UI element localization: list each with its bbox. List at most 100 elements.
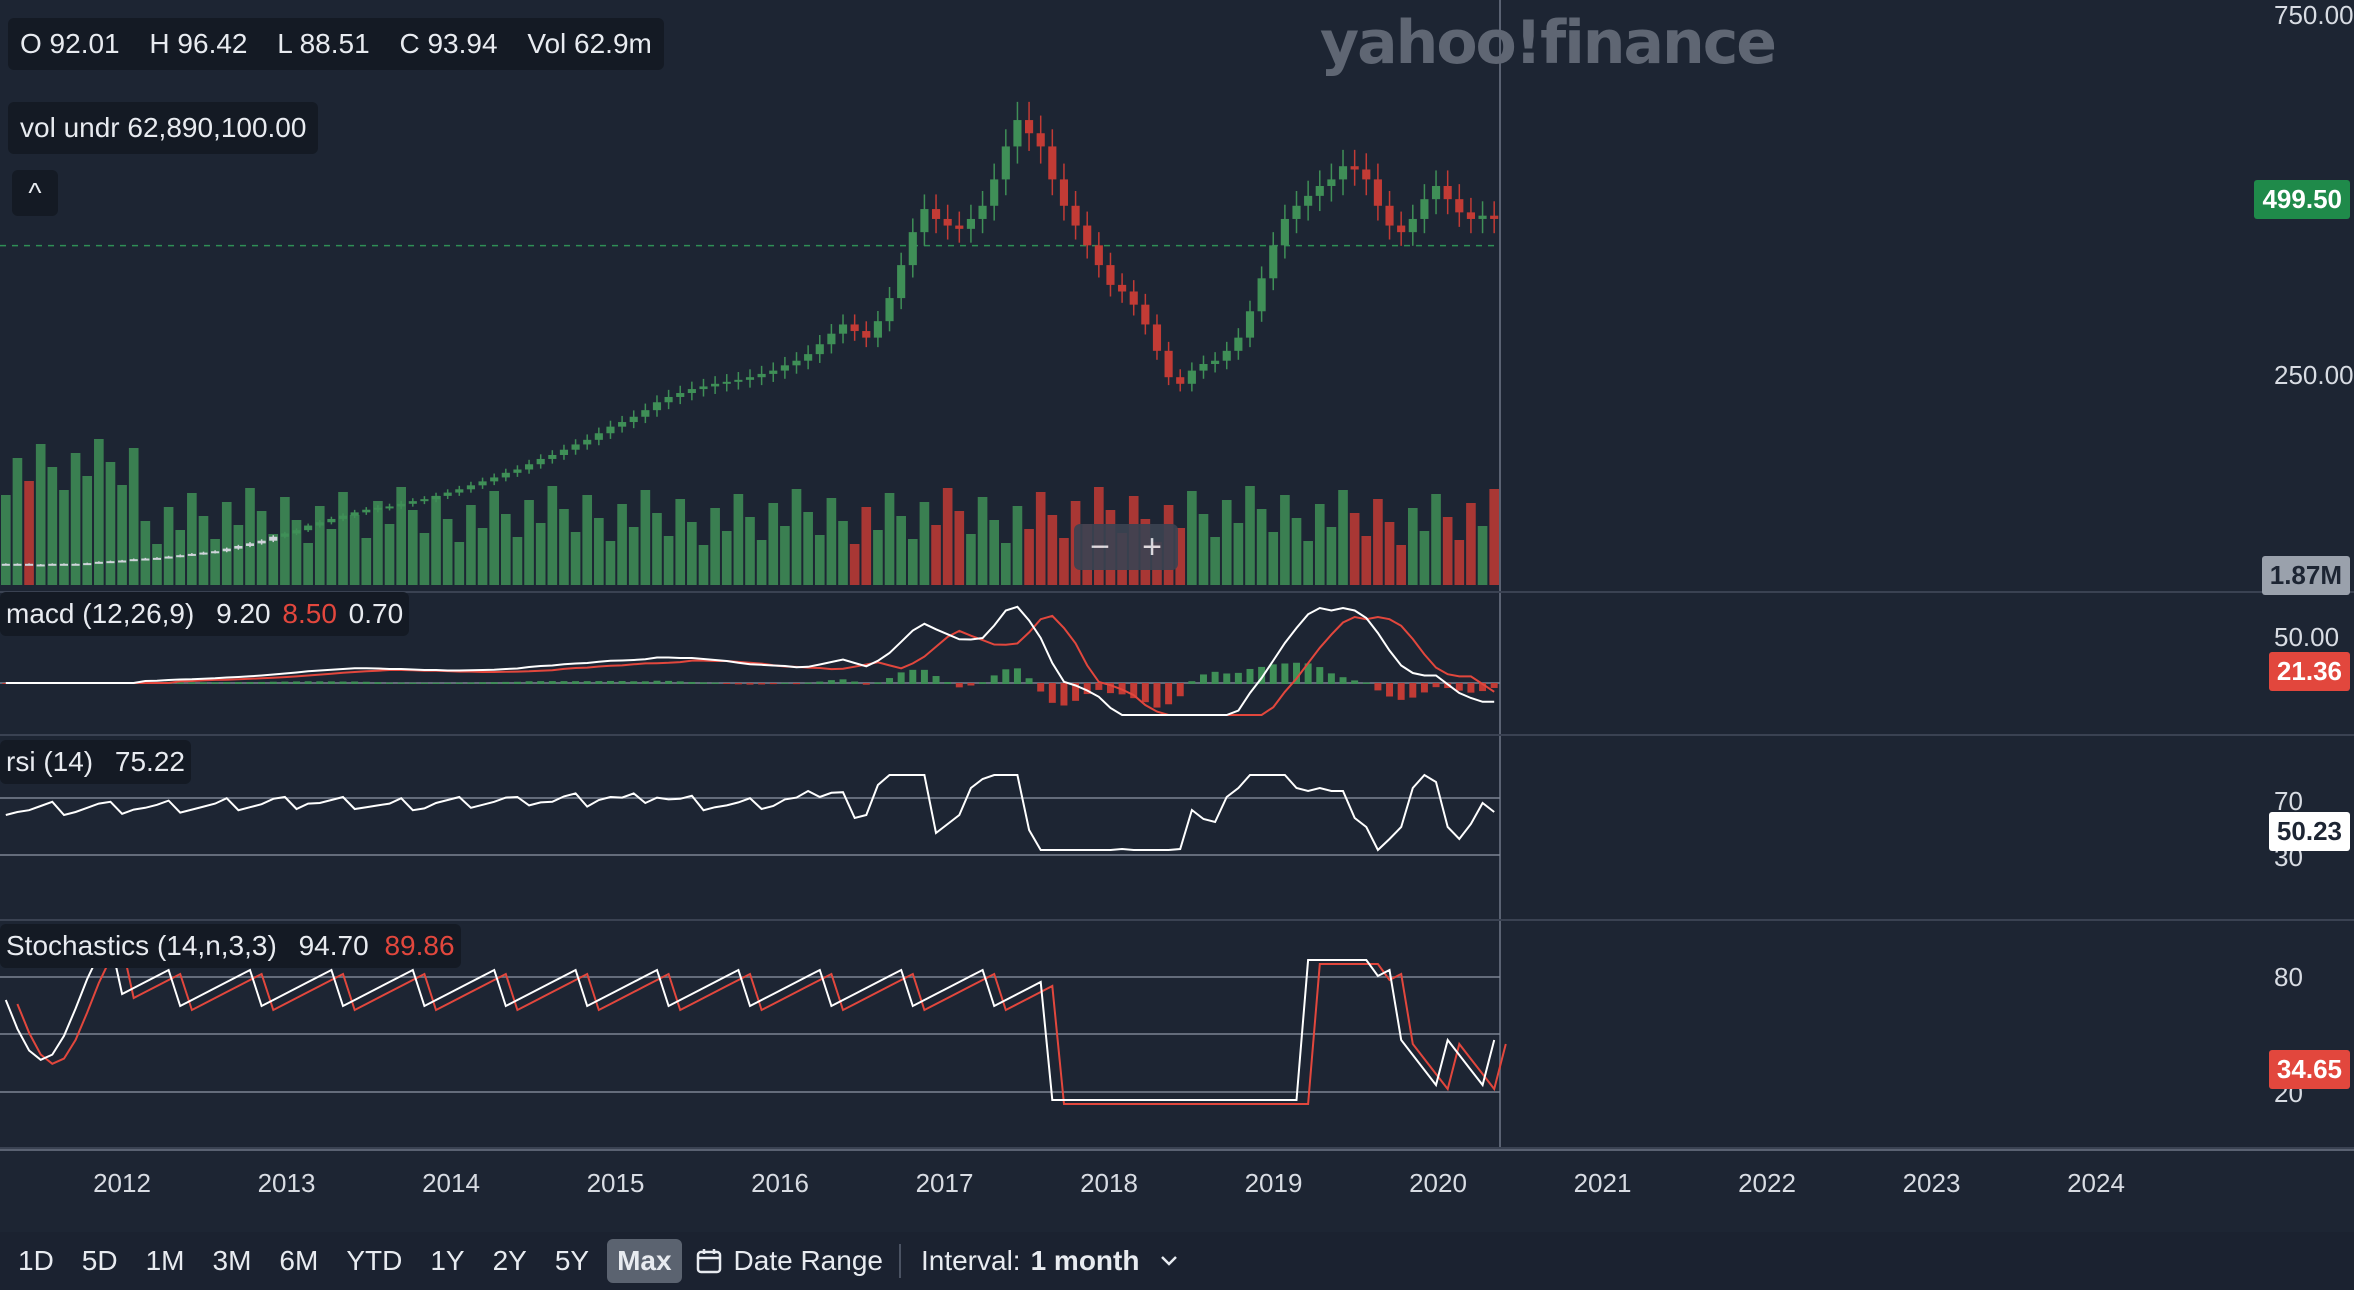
volume-bar bbox=[617, 504, 627, 585]
volume-bar bbox=[1314, 504, 1325, 585]
range-5y-button[interactable]: 5Y bbox=[554, 1245, 590, 1276]
macd-histogram-bar bbox=[409, 682, 417, 684]
volume-bar bbox=[47, 467, 58, 585]
candle-body bbox=[943, 218, 952, 226]
volume-bar bbox=[303, 543, 313, 585]
candle-body bbox=[1304, 195, 1313, 206]
volume-bar bbox=[1268, 532, 1279, 585]
volume-bar bbox=[966, 534, 976, 585]
volume-bar bbox=[780, 526, 790, 585]
macd-histogram-bar bbox=[1351, 680, 1359, 684]
volume-bar bbox=[791, 489, 802, 585]
collapse-legend-button[interactable]: ^ bbox=[12, 170, 58, 216]
range-3m-button[interactable]: 3M bbox=[212, 1245, 252, 1276]
volume-bar bbox=[268, 534, 279, 585]
stoch-label: Stochastics (14,n,3,3) bbox=[6, 930, 277, 961]
year-tick-label: 2017 bbox=[916, 1168, 974, 1198]
range-1y-button[interactable]: 1Y bbox=[430, 1245, 465, 1276]
candle-body bbox=[431, 495, 441, 500]
candle-body bbox=[780, 365, 789, 371]
macd-histogram-bar bbox=[1327, 673, 1335, 684]
zoom-out-button[interactable]: − bbox=[1090, 527, 1110, 566]
macd-histogram-bar bbox=[502, 681, 510, 684]
candle-body bbox=[1269, 245, 1278, 279]
candle-body bbox=[478, 481, 487, 486]
volume-bar bbox=[489, 491, 499, 585]
candle-body bbox=[292, 530, 301, 534]
volume-bar bbox=[1384, 522, 1395, 585]
macd-histogram-bar bbox=[1420, 683, 1428, 693]
candle-body bbox=[129, 559, 138, 562]
range-max-button[interactable]: Max bbox=[607, 1239, 682, 1283]
candle-body bbox=[699, 386, 708, 390]
candle-body bbox=[1245, 311, 1255, 338]
year-tick-label: 2019 bbox=[1245, 1168, 1303, 1198]
candle-body bbox=[1129, 291, 1138, 305]
range-6m-button[interactable]: 6M bbox=[279, 1245, 319, 1276]
macd-histogram-bar bbox=[1060, 683, 1068, 706]
date-range-button[interactable]: Date Range bbox=[694, 1245, 883, 1277]
macd-histogram-bar bbox=[769, 683, 777, 685]
chevron-down-icon bbox=[1161, 1256, 1178, 1266]
open-value: O 92.01 bbox=[20, 28, 120, 59]
candle-body bbox=[176, 555, 185, 558]
candle-body bbox=[920, 209, 929, 233]
macd-badge: 21.36 bbox=[2268, 652, 2350, 691]
candle-body bbox=[1083, 225, 1092, 246]
zoom-control: − + bbox=[1074, 524, 1178, 570]
interval-select[interactable]: Interval: 1 month bbox=[921, 1245, 1184, 1277]
range-1m-button[interactable]: 1M bbox=[145, 1245, 185, 1276]
candle-body bbox=[513, 469, 522, 473]
candle-body bbox=[490, 477, 499, 482]
volume-bar bbox=[454, 542, 465, 585]
candle-body bbox=[94, 561, 103, 564]
macd-histogram-bar bbox=[1316, 667, 1324, 684]
candle-body bbox=[571, 444, 580, 450]
volume-bar bbox=[326, 529, 337, 585]
volume-bar bbox=[861, 507, 872, 585]
candle-body bbox=[83, 563, 92, 566]
year-tick-label: 2018 bbox=[1080, 1168, 1138, 1198]
macd-histogram-bar bbox=[432, 682, 440, 684]
candle-body bbox=[757, 373, 766, 378]
candle-body bbox=[152, 557, 162, 560]
range-ytd-button[interactable]: YTD bbox=[346, 1245, 403, 1276]
volume-bar bbox=[628, 527, 639, 585]
volume-bar bbox=[210, 539, 220, 585]
macd-histogram-bar bbox=[967, 683, 975, 686]
volume-bar bbox=[396, 487, 406, 585]
candle-body bbox=[1164, 350, 1173, 378]
stoch-legend: Stochastics (14,n,3,3) 94.70 89.86 bbox=[0, 924, 461, 968]
macd-histogram-bar bbox=[188, 682, 196, 684]
range-1d-button[interactable]: 1D bbox=[18, 1245, 54, 1276]
current-price-badge: 499.50 bbox=[2254, 180, 2350, 219]
candle-body bbox=[466, 485, 475, 490]
volume-bar bbox=[582, 495, 593, 585]
range-2y-button[interactable]: 2Y bbox=[492, 1245, 527, 1276]
volume-bar bbox=[605, 541, 616, 585]
macd-histogram-bar bbox=[1037, 683, 1045, 692]
volume-bar bbox=[70, 453, 81, 585]
macd-histogram-bar bbox=[688, 681, 696, 684]
candle-body bbox=[141, 558, 150, 561]
macd-histogram-bar bbox=[1153, 683, 1161, 708]
zoom-in-button[interactable]: + bbox=[1142, 527, 1162, 566]
macd-histogram-bar bbox=[1013, 668, 1021, 684]
candle-body bbox=[1350, 166, 1359, 170]
candle-body bbox=[966, 218, 975, 229]
volume-bar bbox=[1198, 514, 1209, 585]
volume-bar bbox=[698, 545, 709, 585]
candle-body bbox=[257, 540, 266, 544]
volume-bar bbox=[1349, 513, 1360, 585]
macd-histogram-bar bbox=[1374, 683, 1382, 691]
volume-bar bbox=[721, 531, 732, 585]
rsi-legend: rsi (14) 75.22 bbox=[0, 740, 191, 784]
volume-bar bbox=[675, 499, 686, 585]
candle-body bbox=[1408, 218, 1417, 233]
volume-bar bbox=[663, 536, 674, 585]
range-5d-button[interactable]: 5D bbox=[81, 1245, 118, 1276]
volume-bar bbox=[117, 485, 127, 585]
macd-histogram-bar bbox=[1106, 683, 1114, 694]
macd-histogram-bar bbox=[560, 681, 568, 684]
macd-histogram-bar bbox=[234, 682, 242, 684]
